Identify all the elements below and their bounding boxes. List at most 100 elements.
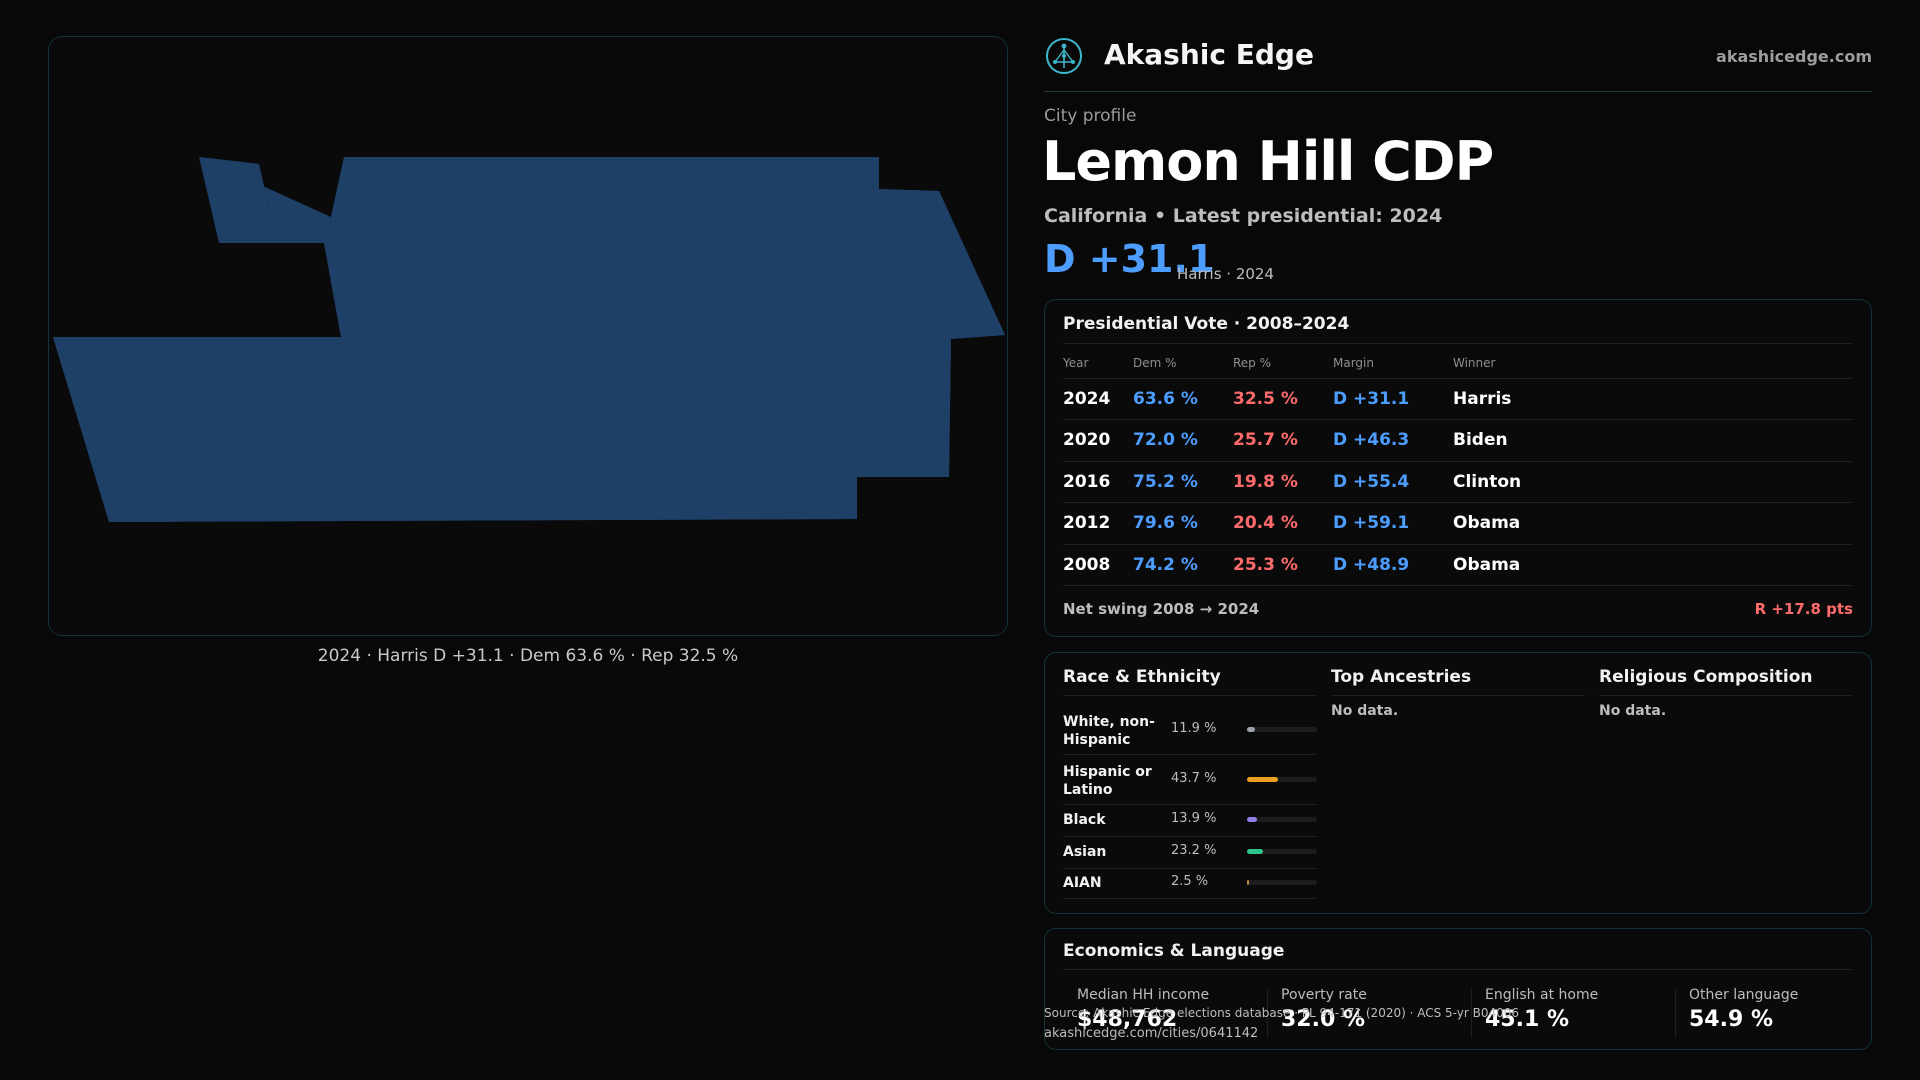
column-header-year: Year [1063, 348, 1133, 379]
cell-margin: D +59.1 [1333, 502, 1453, 545]
tree-of-life-icon[interactable] [1044, 36, 1084, 76]
economics-language-title: Economics & Language [1063, 941, 1285, 961]
race-ethnicity-title: Race & Ethnicity [1063, 667, 1221, 687]
race-label: Black [1063, 812, 1106, 828]
map-panel[interactable] [48, 36, 1008, 636]
stat-english-at-home: English at home 45.1 % [1471, 985, 1661, 1041]
column-header-dem: Dem % [1133, 348, 1233, 379]
race-bar-track [1247, 880, 1317, 885]
divider [1063, 695, 1317, 696]
profile-subtitle: California • Latest presidential: 2024 [1044, 205, 1443, 227]
brand-name: Akashic Edge [1104, 38, 1314, 71]
city-boundary-notch [199, 157, 335, 243]
race-label: Hispanic or Latino [1063, 764, 1152, 798]
headline-margin-note: Harris · 2024 [1177, 265, 1275, 283]
stat-poverty-rate: Poverty rate 32.0 % [1267, 985, 1457, 1041]
race-bar-fill [1247, 817, 1257, 822]
stat-label: Poverty rate [1281, 987, 1367, 1003]
race-row: Black 13.9 % [1063, 805, 1317, 837]
cell-winner: Obama [1453, 544, 1853, 586]
profile-kicker: City profile [1044, 106, 1137, 126]
cell-rep: 25.3 % [1233, 544, 1333, 586]
presidential-vote-title: Presidential Vote · 2008–2024 [1063, 314, 1350, 334]
table-row: 2008 74.2 % 25.3 % D +48.9 Obama [1063, 544, 1853, 586]
stat-label: Other language [1689, 987, 1799, 1003]
footer-url[interactable]: akashicedge.com/cities/0641142 [1044, 1026, 1259, 1041]
divider [1267, 989, 1268, 1037]
divider [1599, 695, 1853, 696]
stat-median-income: Median HH income $48,762 [1063, 985, 1253, 1041]
table-row: 2012 79.6 % 20.4 % D +59.1 Obama [1063, 502, 1853, 545]
cell-year: 2024 [1063, 378, 1133, 420]
ancestries-empty-text: No data. [1331, 703, 1399, 719]
stat-value: 54.9 % [1689, 1007, 1773, 1032]
cell-winner: Biden [1453, 419, 1853, 462]
cell-margin: D +55.4 [1333, 461, 1453, 503]
cell-year: 2016 [1063, 461, 1133, 503]
religious-composition-title: Religious Composition [1599, 667, 1813, 687]
race-percent: 11.9 % [1171, 721, 1217, 736]
presidential-vote-table: Year Dem % Rep % Margin Winner 2024 63.6… [1063, 348, 1853, 586]
divider [1063, 969, 1853, 970]
stat-value: 45.1 % [1485, 1007, 1569, 1032]
map-caption: 2024 · Harris D +31.1 · Dem 63.6 % · Rep… [317, 646, 739, 666]
cell-rep: 20.4 % [1233, 502, 1333, 545]
demographics-card: Race & Ethnicity White, non-Hispanic 11.9… [1044, 652, 1872, 914]
stat-value: 32.0 % [1281, 1007, 1365, 1032]
site-link[interactable]: akashicedge.com [1716, 47, 1872, 66]
net-swing-label: Net swing 2008 → 2024 [1063, 600, 1260, 618]
race-row: White, non-Hispanic 11.9 % [1063, 705, 1317, 755]
footer-source: Source: Akashic Edge elections database … [1044, 1006, 1520, 1020]
race-row: Hispanic or Latino 43.7 % [1063, 755, 1317, 805]
cell-dem: 79.6 % [1133, 502, 1233, 545]
presidential-vote-card: Presidential Vote · 2008–2024 Year Dem %… [1044, 299, 1872, 637]
cell-year: 2020 [1063, 419, 1133, 462]
cell-rep: 25.7 % [1233, 419, 1333, 462]
cell-margin: D +48.9 [1333, 544, 1453, 586]
table-header-row: Year Dem % Rep % Margin Winner [1063, 348, 1853, 379]
religion-empty-text: No data. [1599, 703, 1667, 719]
cell-dem: 74.2 % [1133, 544, 1233, 586]
table-row: 2024 63.6 % 32.5 % D +31.1 Harris [1063, 378, 1853, 420]
city-boundary-map[interactable] [49, 37, 1008, 636]
race-label: AIAN [1063, 875, 1102, 891]
race-percent: 23.2 % [1171, 843, 1217, 858]
cell-rep: 32.5 % [1233, 378, 1333, 420]
column-header-rep: Rep % [1233, 348, 1333, 379]
race-percent: 43.7 % [1171, 771, 1217, 786]
cell-winner: Obama [1453, 502, 1853, 545]
cell-dem: 75.2 % [1133, 461, 1233, 503]
race-percent: 13.9 % [1171, 811, 1217, 826]
stat-other-language: Other language 54.9 % [1675, 985, 1865, 1041]
cell-margin: D +46.3 [1333, 419, 1453, 462]
table-row: 2020 72.0 % 25.7 % D +46.3 Biden [1063, 419, 1853, 462]
divider [1675, 989, 1676, 1037]
cell-winner: Harris [1453, 378, 1853, 420]
race-label: White, non-Hispanic [1063, 714, 1155, 748]
cell-year: 2008 [1063, 544, 1133, 586]
race-percent: 2.5 % [1171, 874, 1209, 889]
cell-dem: 63.6 % [1133, 378, 1233, 420]
divider [1063, 343, 1853, 344]
cell-winner: Clinton [1453, 461, 1853, 503]
city-boundary-shape-main[interactable] [53, 157, 1005, 522]
page-title: Lemon Hill CDP [1042, 130, 1494, 193]
race-bar-track [1247, 817, 1317, 822]
race-row: Asian 23.2 % [1063, 837, 1317, 869]
stat-value: $48,762 [1077, 1007, 1178, 1032]
column-header-winner: Winner [1453, 348, 1853, 379]
economics-language-card: Economics & Language Median HH income $4… [1044, 928, 1872, 1050]
top-ancestries-title: Top Ancestries [1331, 667, 1472, 687]
race-bar-fill [1247, 849, 1263, 854]
race-label: Asian [1063, 844, 1107, 860]
headline-margin: D +31.1 [1044, 237, 1215, 281]
race-bar-fill [1247, 727, 1255, 732]
divider [1331, 695, 1585, 696]
cell-rep: 19.8 % [1233, 461, 1333, 503]
race-bar-track [1247, 777, 1317, 782]
net-swing-value: R +17.8 pts [1754, 600, 1853, 618]
cell-year: 2012 [1063, 502, 1133, 545]
race-bar-fill [1247, 777, 1278, 782]
cell-margin: D +31.1 [1333, 378, 1453, 420]
race-row: AIAN 2.5 % [1063, 869, 1317, 899]
